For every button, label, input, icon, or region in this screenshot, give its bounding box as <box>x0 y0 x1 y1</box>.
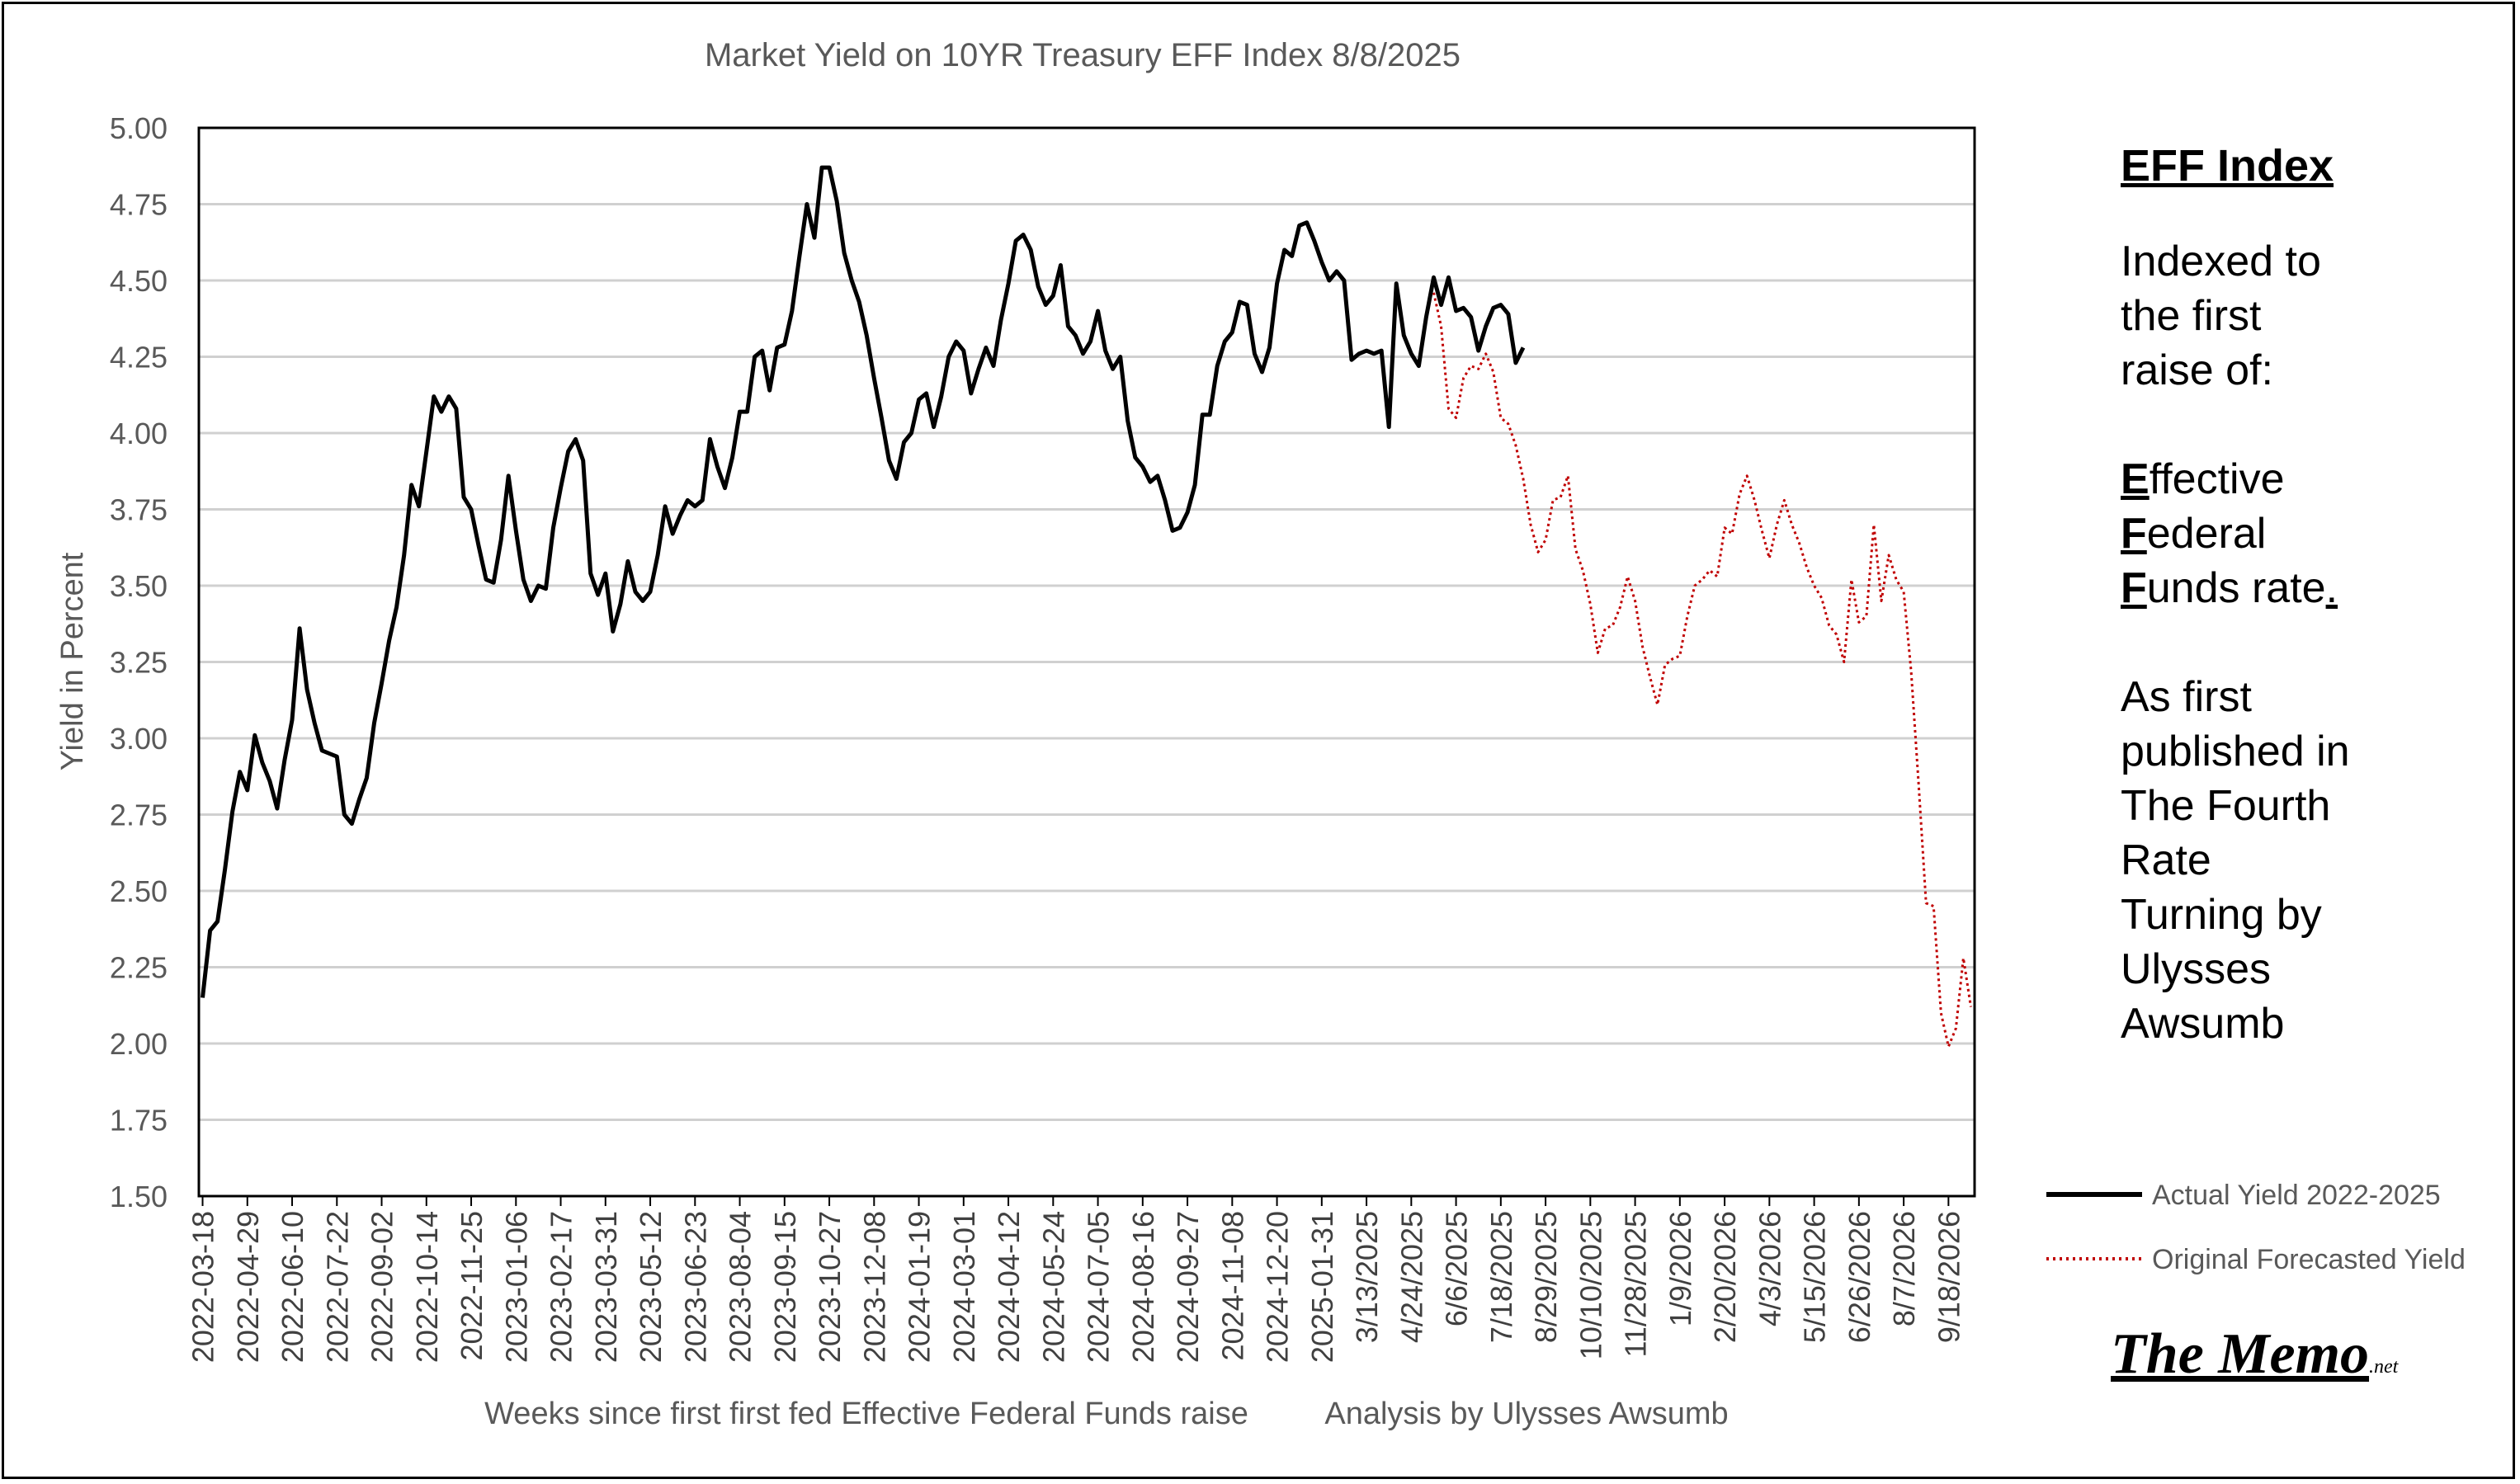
the-memo-logo: The Memo.net <box>2111 1321 2398 1387</box>
acronym-initial: E <box>2121 455 2150 503</box>
x-tick-label: 8/7/2026 <box>1887 1211 1921 1326</box>
y-tick-label: 1.50 <box>110 1180 168 1213</box>
y-axis-label: Yield in Percent <box>55 552 90 770</box>
x-tick-label: 8/29/2025 <box>1529 1211 1563 1343</box>
credit-line: Ulysses <box>2121 945 2272 993</box>
acronym-period: . <box>2325 564 2338 612</box>
logo-main: The Memo <box>2111 1322 2370 1386</box>
y-tick-label: 4.25 <box>110 341 168 375</box>
credit-line: Rate <box>2121 836 2211 884</box>
x-axis-note: Analysis by Ulysses Awsumb <box>1324 1397 1728 1431</box>
eff-index-panel: EFF Index Indexed to the first raise of:… <box>2121 139 2467 1105</box>
intro-line: Indexed to <box>2121 238 2321 285</box>
legend-label-forecast: Original Forecasted Yield <box>2152 1244 2466 1275</box>
series-lines <box>201 165 1972 1048</box>
y-tick-label: 3.50 <box>110 569 168 603</box>
x-tick-label: 2023-01-06 <box>499 1211 533 1363</box>
x-tick-label: 11/28/2025 <box>1619 1211 1653 1358</box>
x-tick-label: 2024-09-27 <box>1171 1211 1205 1363</box>
eff-intro: Indexed to the first raise of: <box>2121 234 2467 398</box>
y-tick-label: 5.00 <box>110 111 168 145</box>
x-tick-label: 2022-06-10 <box>276 1211 309 1363</box>
x-tick-label: 10/10/2025 <box>1574 1211 1607 1359</box>
series-line-forecast <box>1432 292 1972 1048</box>
x-tick-label: 2024-12-20 <box>1261 1211 1295 1363</box>
y-tick-label: 2.25 <box>110 951 168 985</box>
x-axis-label: Weeks since first first fed Effective Fe… <box>484 1397 1248 1431</box>
acronym-line: Federal <box>2121 506 2467 561</box>
y-tick-label: 2.50 <box>110 874 168 908</box>
x-tick-label: 2024-05-24 <box>1036 1211 1070 1363</box>
x-tick-label: 4/24/2025 <box>1394 1211 1428 1343</box>
x-tick-label: 2023-05-12 <box>634 1211 668 1363</box>
x-tick-label: 9/18/2026 <box>1932 1211 1966 1343</box>
acronym-rest: ffective <box>2149 455 2285 503</box>
x-tick-label: 2022-09-02 <box>366 1211 399 1363</box>
x-tick-label: 2024-03-01 <box>947 1211 981 1363</box>
y-tick-label: 2.75 <box>110 799 168 832</box>
x-tick-label: 2023-12-08 <box>857 1211 891 1363</box>
credit-line: Awsumb <box>2121 1000 2285 1048</box>
x-tick-label: 2023-09-15 <box>768 1211 802 1363</box>
series-line-actual <box>201 165 1526 998</box>
x-tick-label: 2024-11-08 <box>1215 1211 1249 1360</box>
eff-acronym: Effective Federal Funds rate. <box>2121 452 2467 615</box>
acronym-line: Funds rate. <box>2121 561 2467 615</box>
y-tick-label: 3.25 <box>110 646 168 680</box>
x-tick-label: 2024-04-12 <box>992 1211 1026 1363</box>
chart-title: Market Yield on 10YR Treasury EFF Index … <box>705 37 1461 73</box>
x-tick-label: 3/13/2025 <box>1350 1211 1384 1343</box>
x-tick-labels: 2022-03-18 2022-04-29 2022-06-10 2022-07-22… <box>186 1196 1966 1363</box>
x-tick-label: 2023-02-17 <box>545 1211 578 1363</box>
credit-line: As first <box>2121 673 2252 721</box>
x-tick-label: 2022-03-18 <box>186 1211 220 1363</box>
y-tick-label: 2.00 <box>110 1027 168 1061</box>
x-tick-label: 2024-07-05 <box>1082 1211 1116 1363</box>
x-tick-label: 1/9/2026 <box>1663 1211 1697 1326</box>
x-tick-label: 2022-11-25 <box>455 1211 488 1360</box>
x-tick-label: 6/6/2025 <box>1440 1211 1474 1326</box>
x-tick-label: 2022-07-22 <box>320 1211 354 1363</box>
y-tick-label: 4.00 <box>110 417 168 450</box>
x-tick-label: 2023-03-31 <box>589 1211 623 1363</box>
x-tick-label: 2023-08-04 <box>724 1211 757 1363</box>
intro-line: raise of: <box>2121 346 2273 394</box>
eff-credit: As first published in The Fourth Rate Tu… <box>2121 670 2467 1051</box>
acronym-initial: F <box>2121 510 2147 558</box>
credit-line: published in <box>2121 728 2350 775</box>
x-tick-label: 2023-10-27 <box>813 1211 847 1363</box>
x-tick-label: 7/18/2025 <box>1484 1211 1518 1343</box>
x-tick-label: 2025-01-31 <box>1305 1211 1339 1363</box>
x-tick-label: 6/26/2026 <box>1843 1211 1876 1343</box>
x-tick-label: 2022-04-29 <box>231 1211 265 1363</box>
x-tick-label: 2022-10-14 <box>410 1211 444 1363</box>
y-tick-labels: 5.00 4.75 4.50 4.25 4.00 3.75 3.50 3.25 3.00 2.75… <box>110 111 168 1213</box>
credit-line: The Fourth <box>2121 782 2331 830</box>
acronym-initial: F <box>2121 564 2147 612</box>
x-tick-label: 5/15/2026 <box>1798 1211 1832 1343</box>
y-tick-label: 4.75 <box>110 188 168 222</box>
acronym-line: Effective <box>2121 452 2467 506</box>
x-tick-label: 2/20/2026 <box>1708 1211 1742 1343</box>
y-tick-label: 3.00 <box>110 722 168 756</box>
x-tick-label: 2024-08-16 <box>1126 1211 1160 1363</box>
x-tick-label: 4/3/2026 <box>1753 1211 1786 1326</box>
eff-index-title: EFF Index <box>2121 141 2334 191</box>
acronym-rest: unds rate <box>2146 564 2326 612</box>
intro-line: the first <box>2121 292 2262 340</box>
y-tick-label: 4.50 <box>110 264 168 298</box>
x-tick-label: 2024-01-19 <box>903 1211 937 1363</box>
logo-suffix: .net <box>2369 1356 2399 1378</box>
y-tick-label: 1.75 <box>110 1104 168 1138</box>
acronym-rest: ederal <box>2146 510 2267 558</box>
x-tick-label: 2023-06-23 <box>678 1211 712 1363</box>
credit-line: Turning by <box>2121 891 2322 939</box>
plot-area-border <box>197 126 1976 1198</box>
y-tick-label: 3.75 <box>110 493 168 527</box>
legend-label-actual: Actual Yield 2022-2025 <box>2152 1180 2441 1211</box>
grid-lines <box>199 126 1975 1198</box>
